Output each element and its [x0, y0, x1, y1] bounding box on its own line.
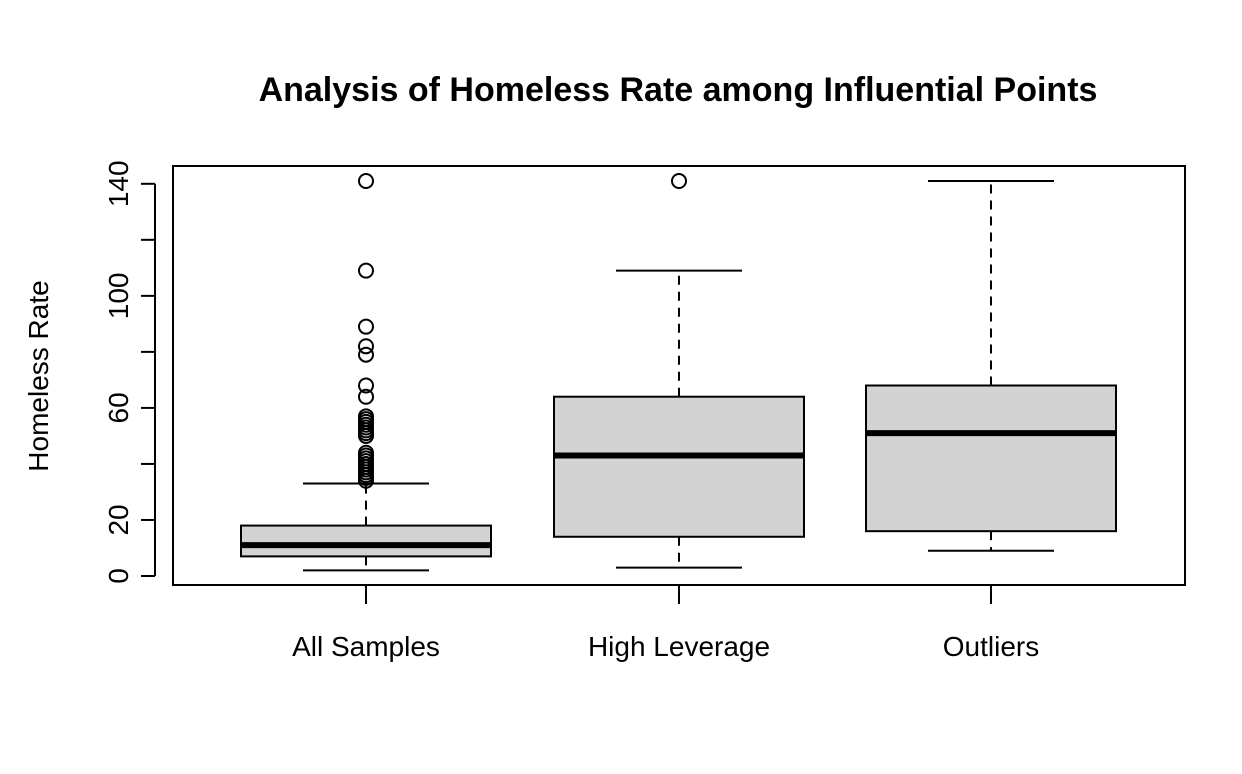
box-group	[240, 173, 492, 572]
box-group	[865, 180, 1117, 552]
y-tick-label: 140	[103, 160, 134, 207]
outlier-point	[358, 472, 374, 489]
y-tick-label: 0	[103, 568, 134, 584]
outlier-point	[358, 173, 374, 189]
y-tick-label: 20	[103, 504, 134, 535]
x-tick-label: All Samples	[292, 631, 440, 662]
outlier-point	[358, 377, 374, 394]
outlier-point	[358, 346, 374, 363]
x-tick-label: High Leverage	[588, 631, 770, 662]
outlier-point	[358, 427, 374, 444]
y-tick-label: 100	[103, 272, 134, 319]
x-axis: All Samples High Leverage Outliers	[292, 585, 1039, 662]
box-group	[553, 173, 805, 569]
boxes	[240, 173, 1117, 572]
box	[865, 384, 1117, 533]
y-axis-label: Homeless Rate	[23, 280, 54, 471]
y-axis: 0 20 60 100 140	[103, 160, 156, 584]
outlier-point	[358, 338, 374, 355]
box	[553, 395, 805, 538]
outlier-point	[358, 262, 374, 279]
y-tick-label: 60	[103, 392, 134, 423]
x-tick-label: Outliers	[943, 631, 1039, 662]
outlier-point	[358, 388, 374, 405]
outlier-point	[358, 318, 374, 335]
outlier-point	[671, 173, 687, 189]
box	[240, 524, 492, 558]
chart-title: Analysis of Homeless Rate among Influent…	[259, 71, 1098, 109]
